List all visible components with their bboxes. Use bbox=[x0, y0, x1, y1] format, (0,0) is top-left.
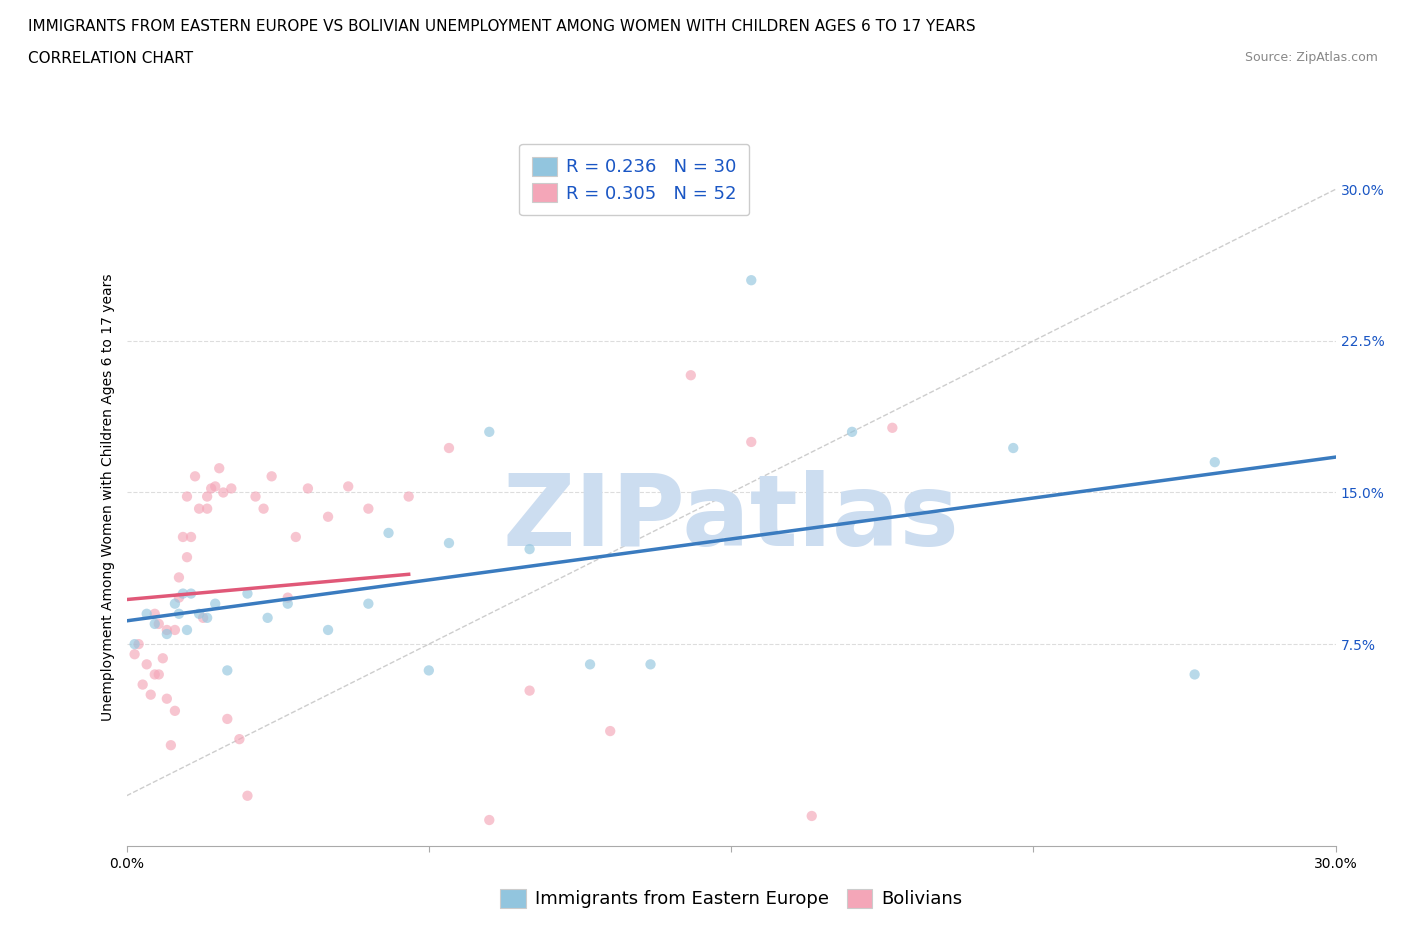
Point bbox=[152, 651, 174, 666]
Point bbox=[217, 663, 239, 678]
Point bbox=[1184, 667, 1206, 682]
Point bbox=[163, 703, 186, 718]
Point bbox=[195, 610, 218, 625]
Point bbox=[316, 622, 339, 637]
Point bbox=[277, 596, 299, 611]
Point bbox=[1204, 455, 1226, 470]
Point bbox=[167, 606, 190, 621]
Point bbox=[377, 525, 399, 540]
Point bbox=[236, 789, 259, 804]
Point bbox=[841, 424, 863, 439]
Point bbox=[519, 541, 541, 556]
Y-axis label: Unemployment Among Women with Children Ages 6 to 17 years: Unemployment Among Women with Children A… bbox=[101, 273, 115, 722]
Point bbox=[437, 441, 460, 456]
Point bbox=[519, 684, 541, 698]
Point bbox=[131, 677, 153, 692]
Text: Source: ZipAtlas.com: Source: ZipAtlas.com bbox=[1244, 51, 1378, 64]
Point bbox=[200, 481, 222, 496]
Point bbox=[277, 591, 299, 605]
Point bbox=[176, 622, 198, 637]
Point bbox=[148, 667, 170, 682]
Point bbox=[284, 529, 307, 544]
Point bbox=[139, 687, 162, 702]
Point bbox=[163, 596, 186, 611]
Point bbox=[357, 501, 380, 516]
Point bbox=[148, 617, 170, 631]
Point bbox=[180, 586, 202, 601]
Point bbox=[184, 469, 207, 484]
Point bbox=[167, 570, 190, 585]
Point bbox=[128, 637, 150, 652]
Point bbox=[297, 481, 319, 496]
Point bbox=[195, 489, 218, 504]
Point bbox=[217, 711, 239, 726]
Point bbox=[163, 622, 186, 637]
Point bbox=[882, 420, 904, 435]
Point bbox=[478, 813, 501, 828]
Point bbox=[172, 529, 194, 544]
Point bbox=[156, 627, 179, 642]
Point bbox=[208, 460, 231, 475]
Point bbox=[188, 501, 211, 516]
Point bbox=[337, 479, 360, 494]
Point bbox=[176, 489, 198, 504]
Point bbox=[191, 610, 214, 625]
Point bbox=[135, 606, 157, 621]
Text: CORRELATION CHART: CORRELATION CHART bbox=[28, 51, 193, 66]
Point bbox=[579, 657, 602, 671]
Legend: Immigrants from Eastern Europe, Bolivians: Immigrants from Eastern Europe, Bolivian… bbox=[491, 880, 972, 918]
Point bbox=[143, 617, 166, 631]
Point bbox=[188, 606, 211, 621]
Point bbox=[599, 724, 621, 738]
Point bbox=[212, 485, 235, 500]
Point bbox=[740, 272, 762, 287]
Point bbox=[167, 591, 190, 605]
Point bbox=[124, 637, 146, 652]
Point bbox=[124, 646, 146, 661]
Point bbox=[180, 529, 202, 544]
Point bbox=[156, 691, 179, 706]
Point bbox=[135, 657, 157, 671]
Point bbox=[172, 586, 194, 601]
Text: IMMIGRANTS FROM EASTERN EUROPE VS BOLIVIAN UNEMPLOYMENT AMONG WOMEN WITH CHILDRE: IMMIGRANTS FROM EASTERN EUROPE VS BOLIVI… bbox=[28, 19, 976, 33]
Point bbox=[478, 424, 501, 439]
Point bbox=[176, 550, 198, 565]
Point bbox=[228, 732, 250, 747]
Point bbox=[418, 663, 440, 678]
Point bbox=[640, 657, 662, 671]
Point bbox=[204, 479, 226, 494]
Point bbox=[740, 434, 762, 449]
Point bbox=[800, 808, 823, 823]
Point bbox=[156, 622, 179, 637]
Point bbox=[1002, 441, 1025, 456]
Point bbox=[252, 501, 274, 516]
Point bbox=[679, 367, 702, 382]
Point bbox=[143, 667, 166, 682]
Text: ZIPatlas: ZIPatlas bbox=[503, 470, 959, 567]
Point bbox=[398, 489, 420, 504]
Point bbox=[143, 606, 166, 621]
Point bbox=[195, 501, 218, 516]
Point bbox=[437, 536, 460, 551]
Point bbox=[260, 469, 283, 484]
Point bbox=[221, 481, 243, 496]
Point bbox=[316, 510, 339, 525]
Point bbox=[236, 586, 259, 601]
Point bbox=[204, 596, 226, 611]
Point bbox=[160, 737, 183, 752]
Point bbox=[245, 489, 267, 504]
Point bbox=[357, 596, 380, 611]
Point bbox=[256, 610, 278, 625]
